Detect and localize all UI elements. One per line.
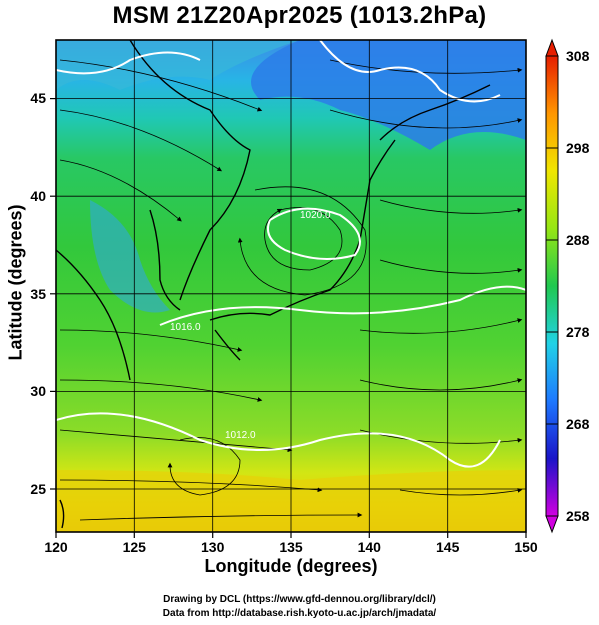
- isobar-1012: [56, 412, 501, 468]
- x-tick-label-120: 120: [44, 539, 68, 555]
- isobar-1020: [266, 207, 361, 260]
- credit-drawing: Drawing by DCL (https://www.gfd-dennou.o…: [163, 594, 436, 605]
- isobar-label-1016: 1016.0: [170, 322, 201, 333]
- colorbar-label-278: 278: [566, 324, 590, 340]
- y-tick-label-30: 30: [30, 383, 46, 399]
- streamlines: [59, 59, 523, 521]
- coastlines: [56, 40, 491, 529]
- x-tick-label-130: 130: [201, 539, 225, 555]
- axis-ticks: [50, 97, 527, 538]
- colorbar-label-258: 258: [566, 508, 590, 524]
- colorbar-min-arrow: [545, 515, 559, 534]
- lat-lon-grid: [56, 40, 526, 532]
- y-tick-label-25: 25: [30, 481, 46, 497]
- cold-region: [251, 40, 526, 150]
- y-axis-label: Latitude (degrees): [5, 204, 26, 361]
- colorbar-label-298: 298: [566, 140, 590, 156]
- colorbar-body: [545, 55, 559, 517]
- colorbar: [545, 38, 559, 534]
- plot-area: 1020.0 1016.0 1012.0: [56, 40, 526, 532]
- isobars: [56, 40, 526, 468]
- colorbar-label-288: 288: [566, 232, 590, 248]
- chart-title: MSM 21Z20Apr2025 (1013.2hPa): [112, 2, 487, 29]
- x-tick-label-135: 135: [279, 539, 303, 555]
- x-tick-label-145: 145: [436, 539, 460, 555]
- x-tick-label-125: 125: [123, 539, 147, 555]
- colorbar-label-268: 268: [566, 416, 590, 432]
- isobar-label-1012: 1012.0: [225, 430, 256, 441]
- x-axis-label: Longitude (degrees): [204, 556, 378, 576]
- y-tick-label-35: 35: [30, 286, 46, 302]
- colorbar-label-308: 308: [566, 48, 590, 64]
- isobar-label-1020: 1020.0: [300, 210, 331, 221]
- x-tick-label-150: 150: [514, 539, 538, 555]
- credit-data-source: Data from http://database.rish.kyoto-u.a…: [162, 608, 437, 619]
- yellow-sea-region: [90, 200, 170, 313]
- x-tick-label-140: 140: [358, 539, 382, 555]
- colorbar-max-arrow: [545, 38, 559, 57]
- cool-region-west: [56, 40, 300, 90]
- y-tick-label-45: 45: [30, 90, 46, 106]
- isobar-1016: [159, 285, 526, 326]
- y-tick-label-40: 40: [30, 188, 46, 204]
